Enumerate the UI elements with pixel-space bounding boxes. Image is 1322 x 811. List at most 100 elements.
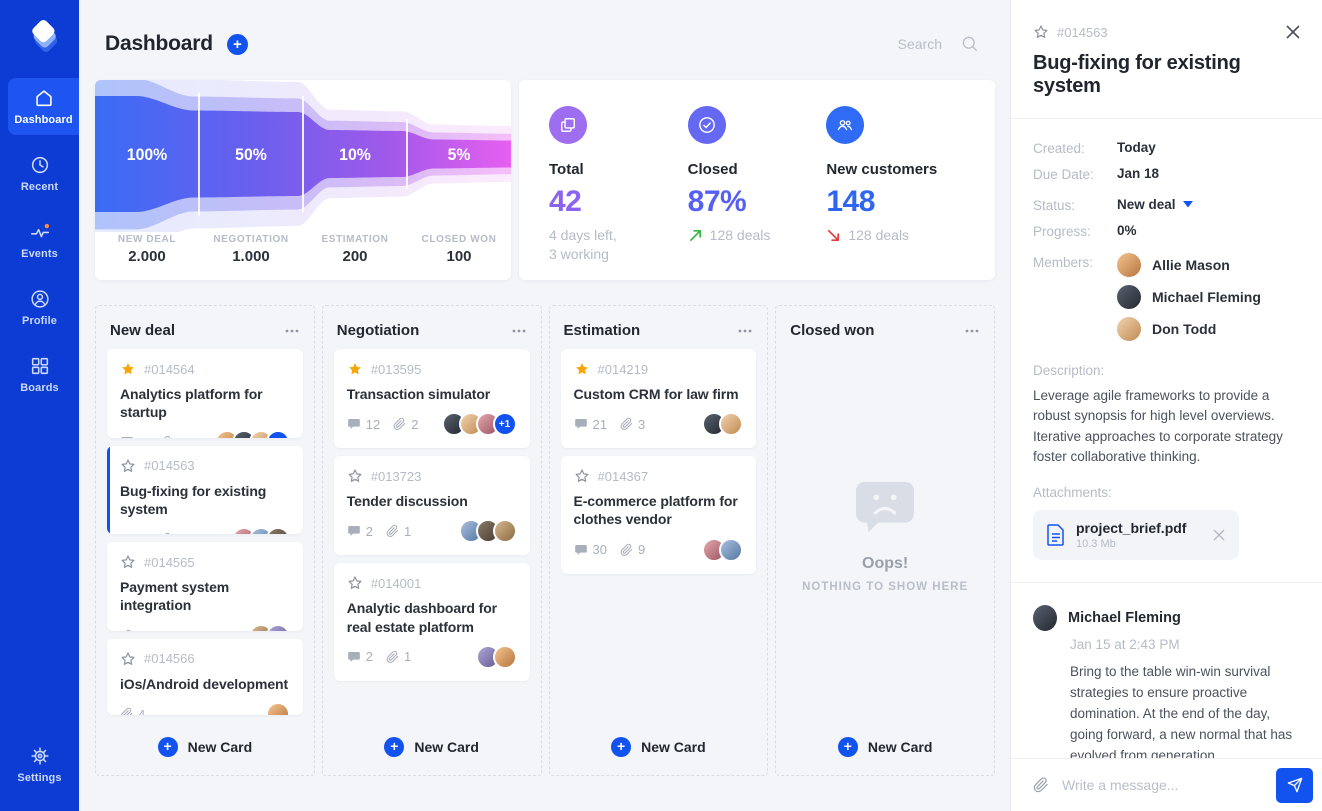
new-card-label: New Card (867, 739, 933, 755)
kanban-column-new-deal: New deal #014564 Analytics platform for st… (95, 305, 315, 776)
paperclip-icon[interactable] (1033, 777, 1049, 793)
kanban-column-closed-won: Closed won Oops! NOTHING TO SHOW HERE + New … (775, 305, 995, 776)
attachment-name: project_brief.pdf (1076, 520, 1187, 536)
members-list: Allie Mason Michael Fleming Don Todd (1117, 253, 1261, 341)
card-title: E-commerce platform for clothes vendor (573, 493, 738, 528)
detail-header: #014563 (1033, 0, 1300, 40)
card-meta: 11 (120, 527, 290, 535)
deal-id: #014563 (1057, 24, 1108, 40)
star-icon[interactable] (120, 458, 136, 474)
comment-icon (120, 532, 134, 535)
column-header: Estimation (561, 314, 757, 349)
sidebar-item-settings[interactable]: Settings (0, 736, 79, 793)
attachment-remove-icon[interactable] (1213, 529, 1225, 541)
comment-icon (574, 417, 588, 431)
column-title: Closed won (790, 322, 875, 339)
search-input[interactable] (852, 36, 942, 52)
paperclip-icon (386, 524, 399, 538)
stage-name: NEW DEAL (117, 234, 177, 245)
kanban-board: New deal #014564 Analytics platform for st… (95, 305, 995, 776)
card-avatars: +1 (441, 412, 517, 437)
card-id: #014219 (597, 361, 649, 377)
deal-card[interactable]: #014219 Custom CRM for law firm 21 3 (560, 349, 757, 449)
star-icon[interactable] (574, 361, 590, 377)
sidebar-item-recent[interactable]: Recent (0, 145, 79, 202)
send-button[interactable] (1276, 767, 1313, 803)
stat-total: Total 42 4 days left, 3 working (549, 106, 688, 262)
stage-value: 2.000 (128, 248, 166, 265)
star-icon[interactable] (120, 554, 136, 570)
sidebar-item-label: Events (21, 248, 58, 260)
new-card-button[interactable]: + New Card (334, 723, 530, 765)
deal-card[interactable]: #013595 Transaction simulator 12 2 +1 (333, 349, 530, 449)
card-id: #014001 (370, 575, 422, 591)
sidebar-item-events[interactable]: Events (0, 212, 79, 269)
new-card-button[interactable]: + New Card (561, 723, 757, 765)
deal-card[interactable]: #014367 E-commerce platform for clothes v… (560, 456, 757, 574)
copy-icon (549, 106, 587, 144)
more-icon[interactable] (964, 323, 980, 339)
avatar (265, 527, 290, 535)
paperclip-icon (620, 417, 633, 431)
chevron-down-icon (1182, 201, 1193, 208)
topbar: Dashboard + (79, 0, 1010, 80)
star-icon[interactable] (1033, 24, 1049, 40)
sidebar-item-profile[interactable]: Profile (0, 279, 79, 336)
avatar (492, 519, 517, 544)
deal-card[interactable]: #013723 Tender discussion 2 1 (333, 456, 530, 556)
star-icon[interactable] (120, 651, 136, 667)
paperclip-icon (393, 417, 406, 431)
status-dropdown[interactable]: New deal (1117, 197, 1193, 212)
new-card-button[interactable]: + New Card (107, 723, 303, 765)
more-icon[interactable] (511, 323, 527, 339)
close-icon[interactable] (1286, 25, 1300, 39)
comments-count: 12 (347, 417, 380, 432)
column-header: Closed won (787, 314, 983, 349)
home-icon (33, 87, 55, 109)
due-date-row: Due Date: Jan 18 (1033, 165, 1300, 182)
sad-bubble-icon (854, 480, 916, 541)
avatar (1117, 253, 1141, 277)
user-icon (29, 288, 51, 310)
sidebar-item-boards[interactable]: Boards (0, 346, 79, 403)
attachment-chip[interactable]: project_brief.pdf 10.3 Mb (1033, 510, 1240, 560)
deal-card[interactable]: #014566 iOs/Android development 4 (107, 638, 303, 715)
deal-card[interactable]: #014564 Analytics platform for startup 1 2 +… (107, 349, 303, 438)
card-id-row: #014563 (120, 458, 290, 474)
sidebar-spacer (0, 413, 79, 736)
star-icon[interactable] (347, 468, 363, 484)
deal-card[interactable]: #014001 Analytic dashboard for real estat… (333, 563, 530, 681)
funnel-stage: ESTIMATION 200 (303, 234, 407, 265)
deal-card[interactable]: #014565 Payment system integration 10 (107, 542, 303, 631)
more-icon[interactable] (737, 323, 753, 339)
stat-subtext: 128 deals (826, 226, 965, 245)
star-icon[interactable] (347, 361, 363, 377)
add-dashboard-button[interactable]: + (226, 33, 248, 55)
sidebar-item-dashboard[interactable]: Dashboard (8, 78, 79, 135)
member-row: Allie Mason (1117, 253, 1261, 277)
card-id: #014563 (144, 458, 195, 474)
card-meta: 10 (120, 623, 290, 631)
sidebar-nav: Dashboard Recent Events Profile Boards (0, 78, 79, 413)
stage-value: 100 (446, 248, 472, 265)
app-logo[interactable] (0, 0, 79, 78)
search-icon[interactable] (960, 34, 980, 54)
member-name: Michael Fleming (1152, 289, 1261, 305)
kanban-column-negotiation: Negotiation #013595 Transaction simulator 1… (321, 305, 542, 776)
stat-value: 148 (826, 185, 875, 218)
star-icon[interactable] (120, 361, 136, 377)
message-input[interactable] (1062, 777, 1263, 793)
star-icon[interactable] (574, 468, 590, 484)
card-id-row: #014564 (120, 361, 290, 377)
more-icon[interactable] (284, 323, 300, 339)
comment-header: Michael Fleming (1033, 605, 1300, 631)
new-card-button[interactable]: + New Card (787, 723, 983, 765)
svg-text:5%: 5% (448, 146, 471, 165)
card-title: Custom CRM for law firm (573, 386, 739, 402)
paperclip-icon (120, 629, 133, 631)
new-card-label: New Card (187, 739, 253, 755)
star-icon[interactable] (347, 575, 363, 591)
